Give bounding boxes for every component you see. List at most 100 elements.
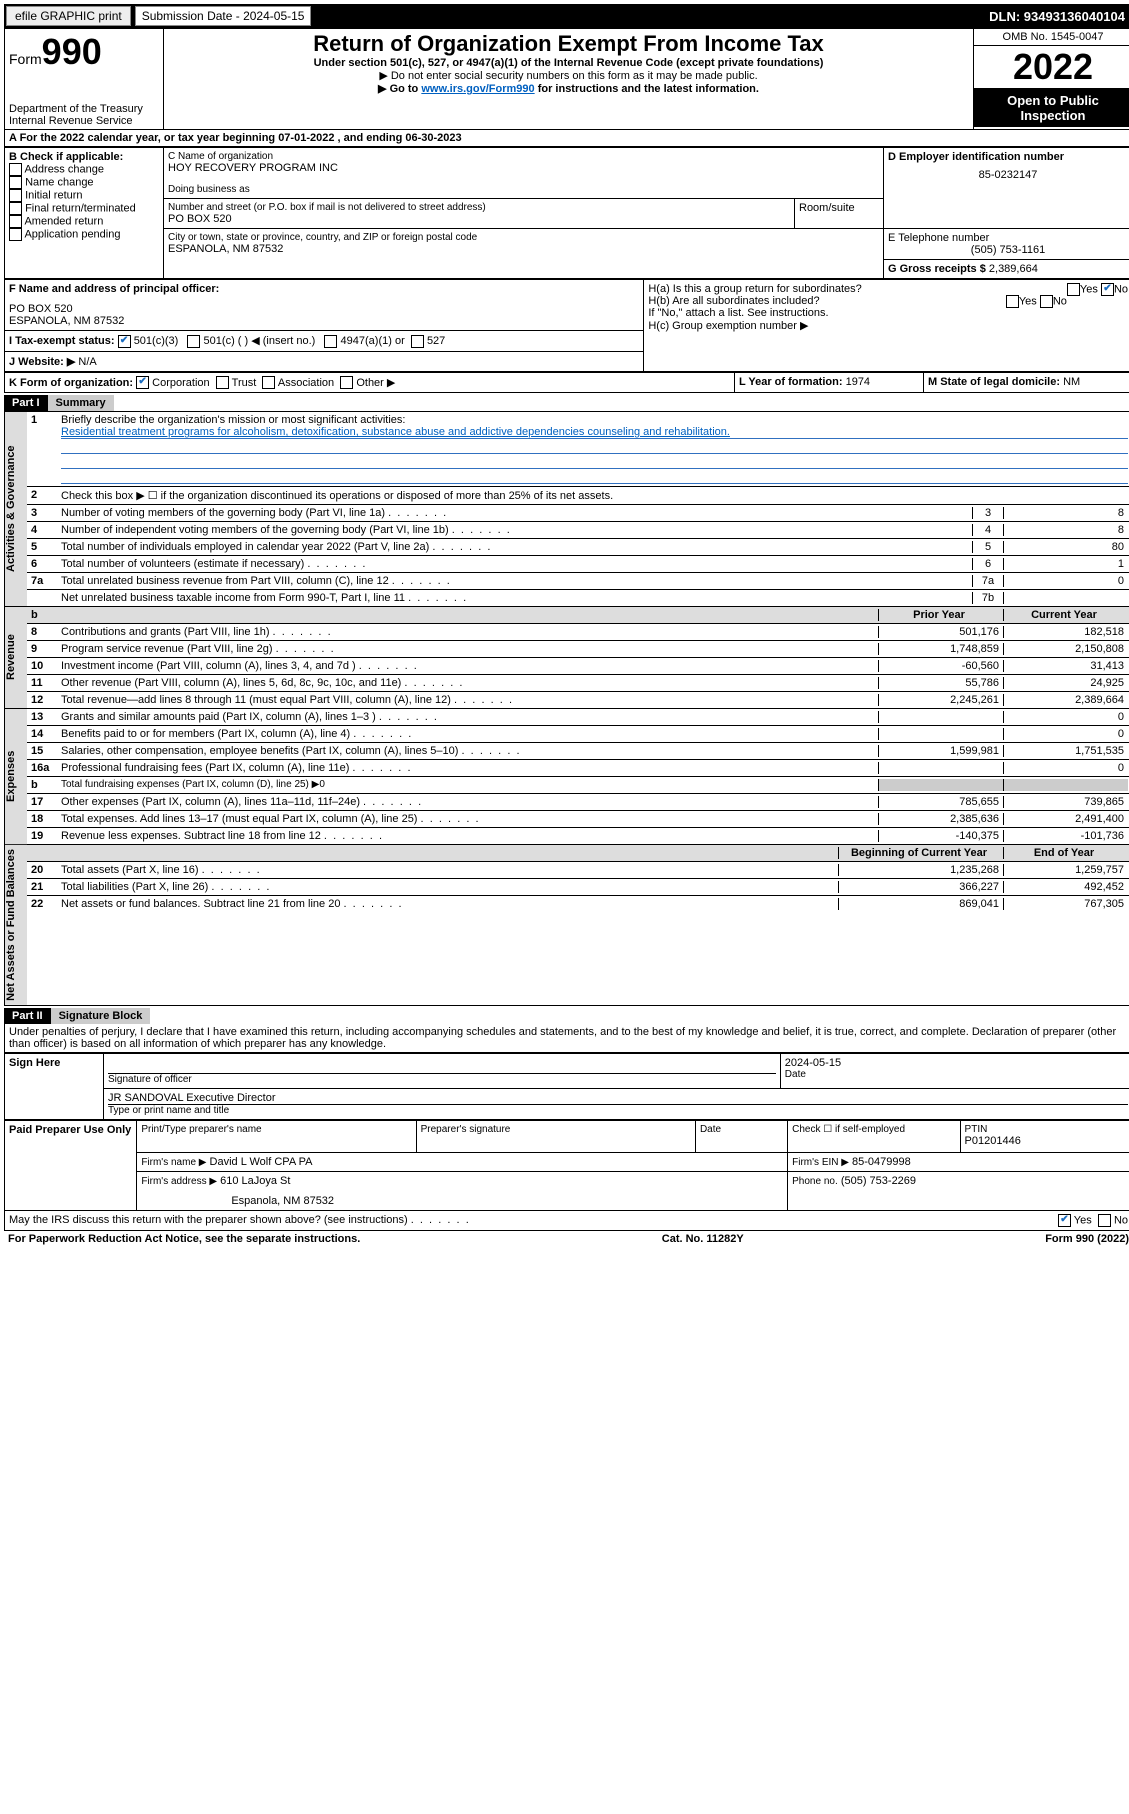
org-name: HOY RECOVERY PROGRAM INC <box>168 162 879 174</box>
line-num: 8 <box>31 626 61 638</box>
cb-app-pending[interactable] <box>9 228 22 241</box>
curr-value: -101,736 <box>1003 830 1128 842</box>
end-value: 1,259,757 <box>1003 864 1128 876</box>
line-desc: Other expenses (Part IX, column (A), lin… <box>61 796 878 808</box>
line-desc: Total unrelated business revenue from Pa… <box>61 575 972 587</box>
may-irs-no[interactable] <box>1098 1214 1111 1227</box>
line-desc: Grants and similar amounts paid (Part IX… <box>61 711 878 723</box>
line-desc: Total assets (Part X, line 16) <box>61 864 838 876</box>
line-2-num: 2 <box>31 489 61 502</box>
line-value <box>1003 592 1128 604</box>
firm-ein: 85-0479998 <box>852 1156 911 1168</box>
line-desc: Number of voting members of the governin… <box>61 507 972 519</box>
hb-yes[interactable] <box>1006 295 1019 308</box>
sign-here-label: Sign Here <box>5 1054 104 1120</box>
curr-value: 2,491,400 <box>1003 813 1128 825</box>
firm-addr: 610 LaJoya St <box>220 1175 290 1187</box>
ein-value: 85-0232147 <box>888 169 1128 181</box>
sig-officer-label: Signature of officer <box>108 1074 776 1085</box>
line-desc: Revenue less expenses. Subtract line 18 … <box>61 830 878 842</box>
cb-initial-return[interactable] <box>9 189 22 202</box>
cb-501c3[interactable] <box>118 335 131 348</box>
sig-date-label: Date <box>785 1069 1128 1080</box>
line-num: 10 <box>31 660 61 672</box>
cb-corp[interactable] <box>136 376 149 389</box>
prior-year-head: Prior Year <box>878 609 1003 621</box>
website-value: N/A <box>78 356 96 368</box>
hc-label: H(c) Group exemption number ▶ <box>648 319 1128 332</box>
line-num: b <box>31 779 61 791</box>
line-num: 12 <box>31 694 61 706</box>
dba-label: Doing business as <box>168 184 879 195</box>
cb-trust[interactable] <box>216 376 229 389</box>
type-name-label: Type or print name and title <box>108 1105 1128 1116</box>
org-address: PO BOX 520 <box>168 213 790 225</box>
hb-label: H(b) Are all subordinates included? Yes … <box>648 295 1128 307</box>
form-label: Form990 <box>9 51 102 67</box>
ha-yes[interactable] <box>1067 283 1080 296</box>
tax-year-line: A For the 2022 calendar year, or tax yea… <box>4 130 1129 147</box>
line-num: 17 <box>31 796 61 808</box>
cb-amended[interactable] <box>9 215 22 228</box>
prior-value <box>878 779 1003 791</box>
ptin-head: PTIN <box>965 1124 1128 1135</box>
firm-name-label: Firm's name ▶ <box>141 1157 206 1168</box>
box-f-label: F Name and address of principal officer: <box>9 283 219 295</box>
part2-sub: Signature Block <box>51 1008 151 1024</box>
curr-value: 24,925 <box>1003 677 1128 689</box>
cb-name-change[interactable] <box>9 176 22 189</box>
curr-year-head: Current Year <box>1003 609 1128 621</box>
irs-link[interactable]: www.irs.gov/Form990 <box>421 83 534 95</box>
firm-name: David L Wolf CPA PA <box>210 1156 313 1168</box>
ha-no[interactable] <box>1101 283 1114 296</box>
cb-4947[interactable] <box>324 335 337 348</box>
hb-no[interactable] <box>1040 295 1053 308</box>
line-desc: Total expenses. Add lines 13–17 (must eq… <box>61 813 878 825</box>
year-formation: 1974 <box>846 376 870 388</box>
line-box-num: 6 <box>972 558 1003 570</box>
sign-here-table: Sign Here Signature of officer 2024-05-1… <box>4 1053 1129 1120</box>
city-label: City or town, state or province, country… <box>168 232 879 243</box>
prior-value <box>878 762 1003 774</box>
submission-date-label: Submission Date - 2024-05-15 <box>135 6 312 26</box>
prior-value <box>878 711 1003 723</box>
line-box-num: 3 <box>972 507 1003 519</box>
prior-value: 1,599,981 <box>878 745 1003 757</box>
omb-number: OMB No. 1545-0047 <box>974 29 1129 46</box>
line-desc: Investment income (Part VIII, column (A)… <box>61 660 878 672</box>
beg-value: 366,227 <box>838 881 1003 893</box>
curr-value: 182,518 <box>1003 626 1128 638</box>
q1-answer: Residential treatment programs for alcoh… <box>61 426 1128 439</box>
line-num: 14 <box>31 728 61 740</box>
line-desc: Net assets or fund balances. Subtract li… <box>61 898 838 910</box>
firm-addr-label: Firm's address ▶ <box>141 1176 217 1187</box>
end-value: 767,305 <box>1003 898 1128 910</box>
cb-final-return[interactable] <box>9 202 22 215</box>
end-value: 492,452 <box>1003 881 1128 893</box>
line-desc: Number of independent voting members of … <box>61 524 972 536</box>
line-desc: Total number of individuals employed in … <box>61 541 972 553</box>
cb-address-change[interactable] <box>9 163 22 176</box>
declaration-text: Under penalties of perjury, I declare th… <box>4 1024 1129 1053</box>
form-header: Form990 Department of the Treasury Inter… <box>4 28 1129 130</box>
may-irs-yes[interactable] <box>1058 1214 1071 1227</box>
form-title: Return of Organization Exempt From Incom… <box>168 31 969 57</box>
box-j-label: J Website: ▶ <box>9 356 75 368</box>
prior-value: 2,385,636 <box>878 813 1003 825</box>
line-desc: Contributions and grants (Part VIII, lin… <box>61 626 878 638</box>
ptin-value: P01201446 <box>965 1135 1128 1147</box>
hb-note: If "No," attach a list. See instructions… <box>648 307 1128 319</box>
cb-other[interactable] <box>340 376 353 389</box>
end-year-head: End of Year <box>1003 847 1128 859</box>
cb-501c[interactable] <box>187 335 200 348</box>
q2-text: Check this box ▶ ☐ if the organization d… <box>61 489 1128 502</box>
line-num: 6 <box>31 558 61 570</box>
side-expenses: Expenses <box>5 709 27 844</box>
part1-bar: Part I Summary <box>4 395 1129 411</box>
sub-instr1: Under section 501(c), 527, or 4947(a)(1)… <box>168 57 969 69</box>
b-spacer: b <box>31 609 61 621</box>
cb-assoc[interactable] <box>262 376 275 389</box>
cb-527[interactable] <box>411 335 424 348</box>
prior-value <box>878 728 1003 740</box>
efile-print-button[interactable]: efile GRAPHIC print <box>6 6 131 26</box>
